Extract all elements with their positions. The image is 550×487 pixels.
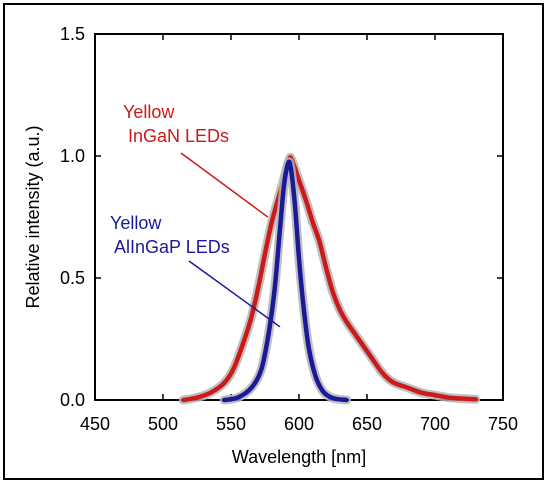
- y-tick-label: 0.0: [60, 390, 85, 410]
- plot-area-group: 450 500 550 600 650 700 750 0.0 0.5 1.0 1.5 Wavelen…: [23, 24, 518, 467]
- annotation-label-0: Yellow: [123, 102, 175, 122]
- x-tick-label: 550: [216, 414, 246, 434]
- annotation-label-1: AlInGaP LEDs: [110, 237, 230, 257]
- y-axis-title: Relative intensity (a.u.): [23, 125, 43, 308]
- y-tick-label: 1.0: [60, 146, 85, 166]
- series-line-1: [221, 159, 349, 403]
- x-tick-label: 600: [284, 414, 314, 434]
- y-tick-label: 0.5: [60, 268, 85, 288]
- annotation-label-0: InGaN LEDs: [123, 126, 229, 146]
- x-tick-label: 750: [488, 414, 518, 434]
- annotation-leader-0: [180, 152, 269, 218]
- y-tick-label: 1.5: [60, 24, 85, 44]
- x-tick-label: 650: [352, 414, 382, 434]
- chart-frame: 450 500 550 600 650 700 750 0.0 0.5 1.0 1.5 Wavelen…: [3, 3, 544, 480]
- annotation-label-1: Yellow: [110, 213, 162, 233]
- x-tick-label: 700: [420, 414, 450, 434]
- x-axis-title: Wavelength [nm]: [232, 447, 366, 467]
- x-tick-label: 450: [80, 414, 110, 434]
- annotation-leader-1: [188, 260, 281, 328]
- chart-svg: 450 500 550 600 650 700 750 0.0 0.5 1.0 1.5 Wavelen…: [23, 24, 518, 467]
- series-line-0: [181, 155, 479, 403]
- x-tick-label: 500: [148, 414, 178, 434]
